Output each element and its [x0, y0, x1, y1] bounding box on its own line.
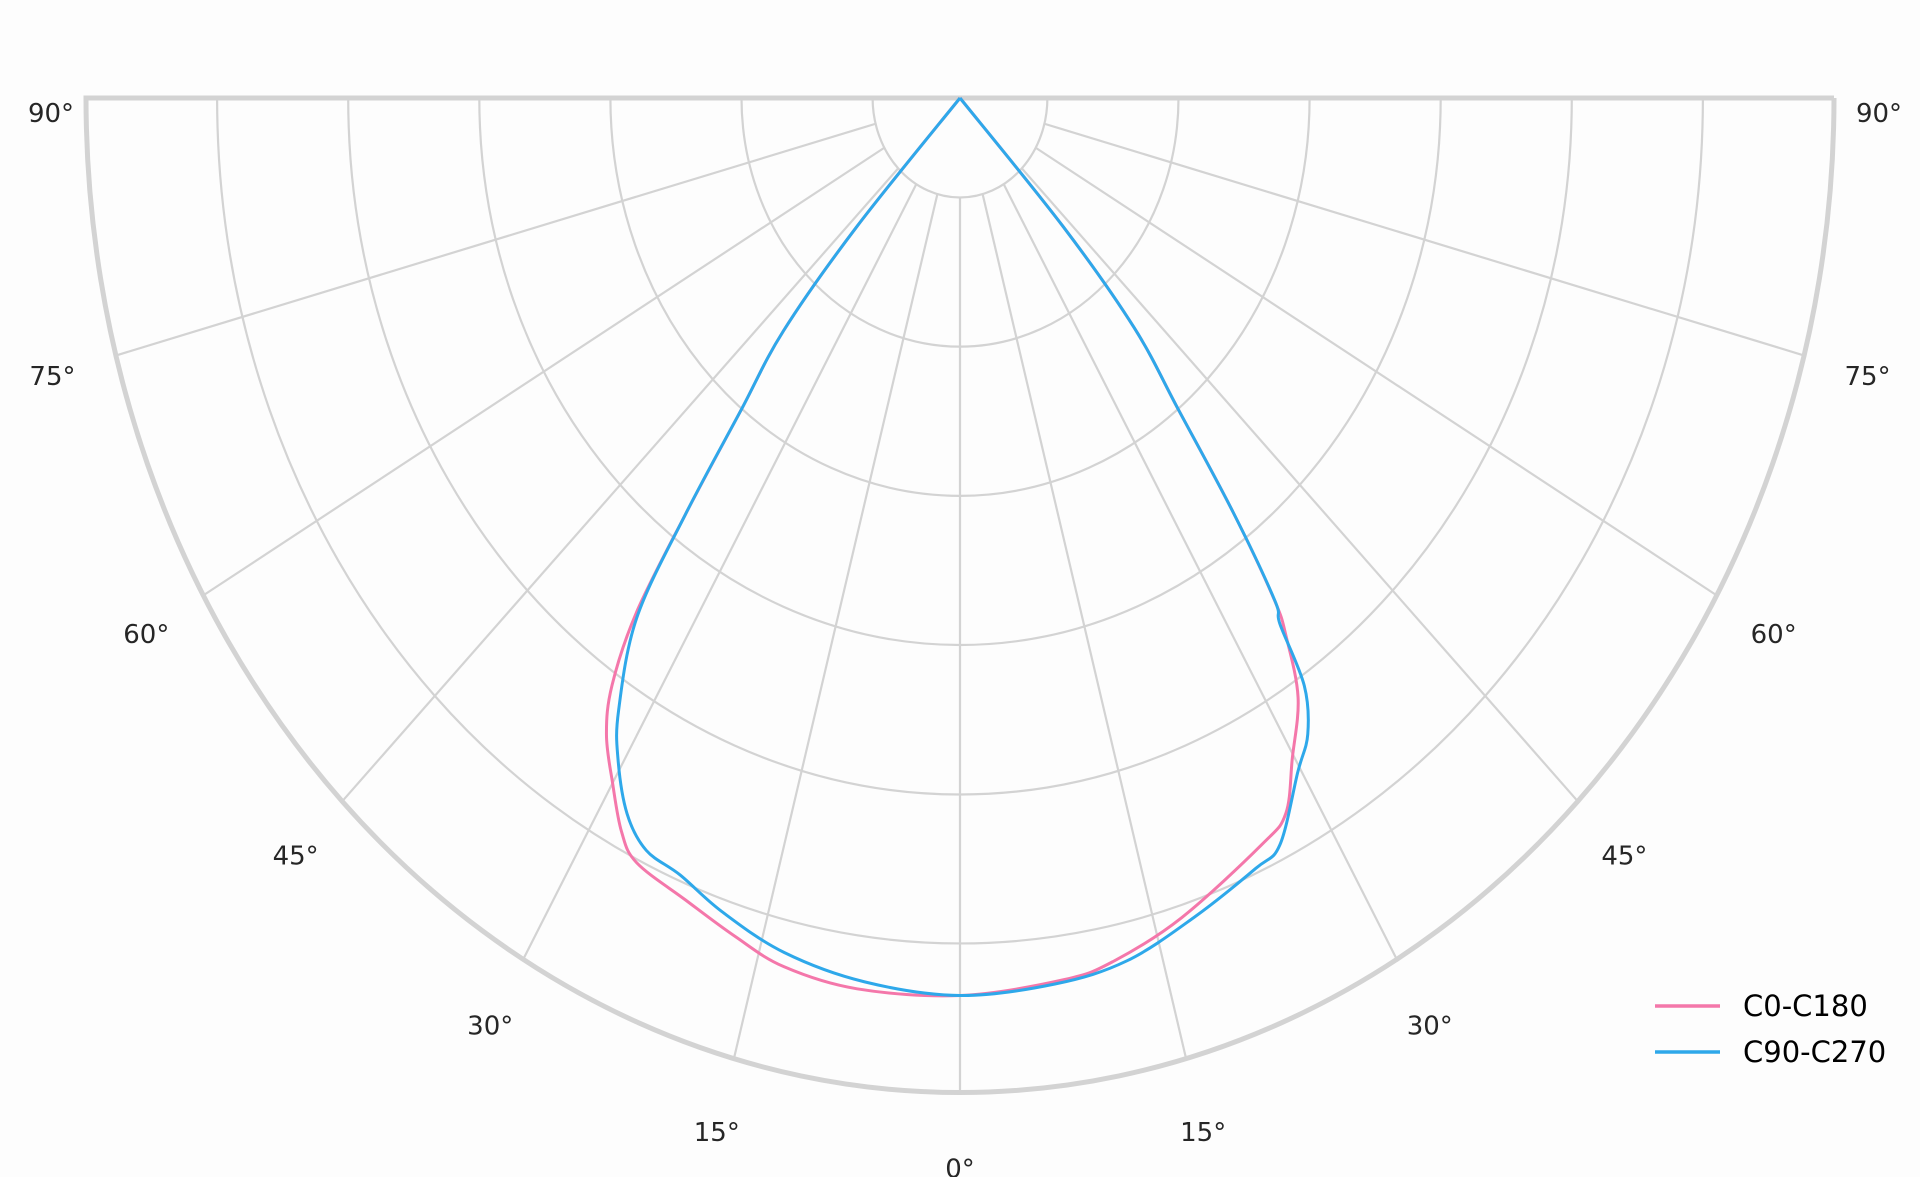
angle-tick-labels: 90° 75° 60° 45° 30° 15° 0° 15° 30° 45° 60° 75° 90° [28, 99, 1902, 1177]
angle-tick-label: 60° [123, 620, 169, 650]
grid-spoke [202, 146, 885, 597]
grid-spoke [1044, 122, 1805, 357]
legend: C0-C180 C90-C270 [1655, 989, 1886, 1069]
series-line-c0-c180 [604, 97, 1300, 998]
angle-tick-label: 75° [29, 362, 75, 392]
outer-boundary [83, 95, 1837, 1096]
angle-tick-label: 60° [1751, 620, 1797, 650]
polar-grid [83, 95, 1837, 1096]
angle-tick-label: 0° [945, 1155, 975, 1177]
grid-spoke [115, 122, 876, 357]
series-line-c90-c270 [615, 97, 1310, 997]
angle-tick-label: 75° [1844, 362, 1890, 392]
angle-tick-label: 30° [1407, 1011, 1453, 1041]
legend-label-c0-c180: C0-C180 [1743, 989, 1868, 1023]
angle-tick-label: 15° [694, 1118, 740, 1148]
grid-spoke [1020, 167, 1579, 803]
grid-spoke [1002, 183, 1398, 961]
angle-tick-label: 90° [28, 99, 74, 129]
angle-tick-label: 45° [1601, 841, 1647, 871]
angle-tick-label: 45° [273, 841, 319, 871]
legend-label-c90-c270: C90-C270 [1743, 1035, 1886, 1069]
angle-tick-label: 30° [467, 1011, 513, 1041]
angle-tick-label: 90° [1856, 99, 1902, 129]
angle-tick-label: 15° [1180, 1118, 1226, 1148]
grid-spoke [732, 193, 939, 1060]
grid-ring [871, 97, 1049, 199]
grid-spoke [522, 183, 918, 961]
grid-spoke [981, 193, 1188, 1060]
grid-spoke [1035, 146, 1718, 597]
series-curves [604, 97, 1310, 998]
grid-spoke [341, 167, 900, 803]
